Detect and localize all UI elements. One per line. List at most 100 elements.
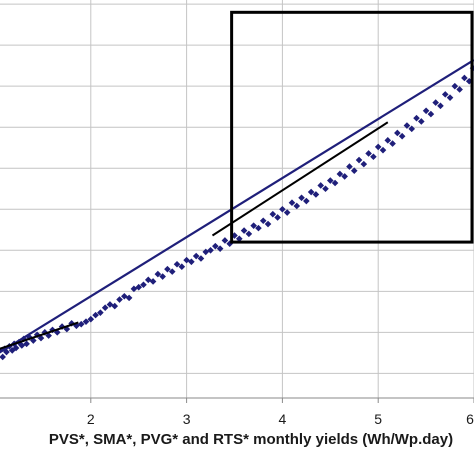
data-point: [245, 230, 253, 238]
data-point: [68, 320, 75, 327]
data-point: [456, 86, 463, 93]
data-point: [413, 114, 420, 122]
data-point: [125, 294, 133, 302]
x-axis-title: PVS*, SMA*, PVG* and RTS* monthly yields…: [49, 431, 453, 448]
highlight-box: [230, 10, 474, 244]
data-point: [164, 265, 171, 273]
data-point: [307, 188, 315, 196]
data-point: [77, 320, 85, 328]
data-point: [82, 318, 90, 325]
data-point: [240, 227, 248, 234]
data-point: [403, 122, 411, 129]
data-point: [23, 340, 30, 348]
data-point: [121, 292, 128, 300]
x-tick-label: 6: [466, 411, 474, 427]
data-point: [293, 202, 301, 210]
data-point: [37, 334, 45, 342]
data-point: [427, 110, 435, 118]
data-point: [331, 179, 339, 187]
data-point: [269, 210, 277, 218]
reference-line: [211, 121, 389, 237]
data-point: [279, 205, 286, 213]
data-point: [45, 332, 52, 339]
data-point: [116, 296, 123, 303]
data-point: [341, 173, 348, 180]
data-point: [3, 348, 10, 356]
data-point: [97, 309, 104, 316]
data-point: [384, 137, 392, 144]
data-point: [111, 302, 119, 310]
data-point: [394, 129, 401, 137]
data-point: [221, 237, 229, 244]
trend-lines: [0, 58, 474, 354]
data-point: [398, 132, 406, 140]
data-point: [418, 118, 425, 125]
data-point: [465, 77, 473, 85]
data-point: [235, 235, 243, 243]
data-point: [183, 256, 190, 264]
data-point: [33, 331, 41, 339]
data-point: [322, 185, 329, 193]
data-point: [226, 240, 234, 248]
data-point: [212, 242, 219, 250]
data-point: [441, 91, 449, 98]
data-point: [317, 182, 325, 189]
data-point: [422, 107, 430, 115]
data-point: [360, 160, 368, 168]
data-point: [283, 209, 291, 216]
data-point: [216, 245, 224, 252]
data-point: [374, 143, 382, 151]
data-point: [461, 74, 468, 82]
data-points: [0, 64, 474, 361]
data-point: [365, 150, 372, 157]
x-tick-label: 4: [279, 411, 287, 427]
data-point: [53, 329, 61, 336]
data-point: [207, 246, 214, 254]
data-point: [379, 146, 387, 154]
x-tick-label: 2: [87, 411, 95, 427]
data-point: [446, 94, 454, 101]
fit-line: [0, 58, 474, 354]
data-point: [298, 194, 305, 202]
data-point: [250, 222, 257, 229]
axes: [0, 397, 474, 403]
data-point: [451, 82, 459, 90]
data-point: [92, 311, 99, 319]
data-point: [255, 224, 262, 232]
x-tick-label: 3: [183, 411, 191, 427]
highlight-rectangle: [230, 10, 474, 244]
data-point: [18, 342, 26, 349]
data-point: [288, 199, 296, 206]
data-point: [370, 153, 377, 161]
data-point: [140, 281, 147, 289]
data-point: [0, 353, 6, 361]
data-point: [135, 283, 142, 291]
data-point: [87, 315, 95, 323]
data-point: [63, 325, 71, 333]
x-tick-labels: 2 3 4 5 6: [87, 411, 474, 427]
data-point: [259, 217, 267, 225]
data-point: [389, 140, 396, 147]
data-point: [168, 268, 176, 275]
data-point: [312, 191, 320, 198]
data-point: [408, 125, 416, 133]
data-point: [101, 304, 109, 312]
data-point: [159, 273, 166, 280]
data-point: [188, 258, 195, 266]
data-point: [303, 197, 310, 205]
data-point: [197, 255, 205, 262]
data-point: [173, 260, 181, 268]
data-point: [327, 177, 334, 184]
data-point: [58, 323, 66, 330]
data-point: [154, 270, 162, 278]
data-point: [274, 214, 281, 221]
data-point: [12, 344, 20, 352]
data-point: [350, 167, 358, 174]
data-point: [149, 278, 157, 285]
gridlines: [0, 0, 474, 398]
data-point: [336, 170, 344, 178]
data-point: [178, 263, 186, 271]
data-point: [346, 163, 353, 170]
